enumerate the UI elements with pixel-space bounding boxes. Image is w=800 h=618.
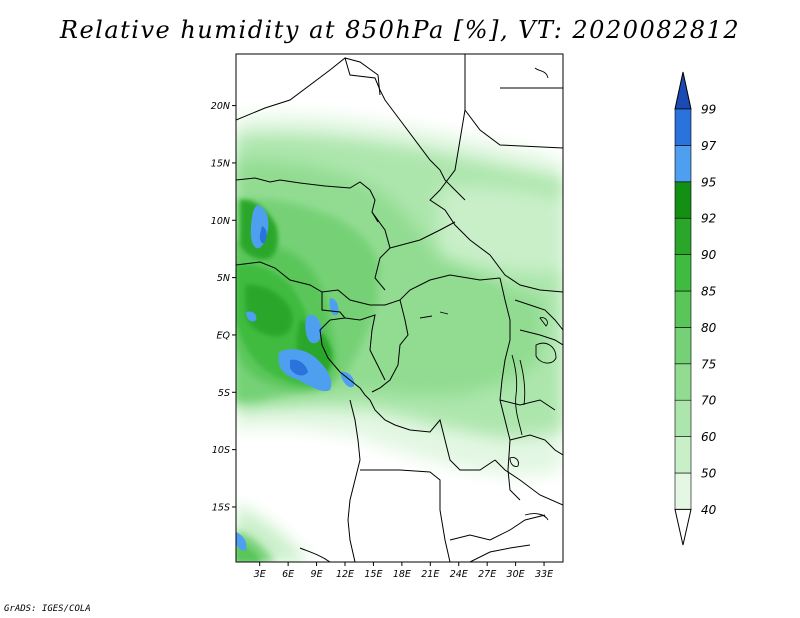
lon-label: 18E (393, 569, 411, 580)
grads-credit: GrADS: IGES/COLA (4, 604, 91, 614)
lat-label: 5S (218, 388, 230, 399)
lat-label: 15S (212, 502, 230, 513)
lat-label: 10N (211, 216, 230, 227)
map-frame (235, 53, 564, 563)
lon-label: 27E (478, 569, 496, 580)
lat-label: 20N (211, 101, 230, 112)
colorbar-box (674, 181, 692, 219)
lon-label: 33E (535, 569, 553, 580)
colorbar-label: 70 (701, 394, 717, 408)
colorbar-box (674, 363, 692, 401)
colorbar: 40 50 60 70 75 80 85 90 92 95 97 99 (674, 71, 717, 546)
lat-label: EQ (217, 330, 231, 341)
lon-label: 9E (311, 569, 323, 580)
colorbar-box (674, 399, 692, 437)
lon-label: 6E (282, 569, 294, 580)
lat-label: 5N (217, 273, 230, 284)
lon-label: 3E (254, 569, 266, 580)
colorbar-top-triangle (674, 71, 692, 110)
lon-label: 30E (507, 569, 525, 580)
colorbar-label: 90 (701, 248, 717, 262)
lon-label: 15E (364, 569, 382, 580)
lat-label: 10S (212, 445, 230, 456)
colorbar-label: 85 (701, 285, 716, 299)
colorbar-label: 99 (701, 103, 716, 117)
colorbar-label: 92 (701, 212, 716, 226)
colorbar-label: 50 (701, 467, 717, 481)
colorbar-box (674, 145, 692, 183)
colorbar-box (674, 327, 692, 365)
colorbar-box (674, 290, 692, 328)
colorbar-label: 80 (701, 321, 717, 335)
colorbar-box (674, 217, 692, 255)
lakes (419, 67, 557, 521)
colorbar-box (674, 108, 692, 146)
country-borders (236, 54, 563, 562)
colorbar-label: 95 (701, 175, 716, 189)
colorbar-label: 40 (701, 503, 717, 517)
map-axes: 20N 15N 10N 5N EQ 5S 10S 15S 3E 6E 9E 12E 15E 18E 21E 2… (211, 101, 553, 580)
lat-label: 15N (211, 158, 230, 169)
colorbar-box (674, 436, 692, 474)
lon-label: 24E (450, 569, 468, 580)
colorbar-bottom-triangle (674, 508, 692, 546)
lon-label: 21E (421, 569, 439, 580)
colorbar-label: 60 (701, 430, 717, 444)
colorbar-box (674, 254, 692, 292)
humidity-field (236, 54, 563, 562)
map-title: Relative humidity at 850hPa [%], VT: 202… (59, 16, 741, 44)
colorbar-label: 97 (701, 139, 717, 153)
lon-label: 12E (336, 569, 354, 580)
colorbar-label: 75 (701, 357, 716, 371)
colorbar-box (674, 472, 692, 510)
